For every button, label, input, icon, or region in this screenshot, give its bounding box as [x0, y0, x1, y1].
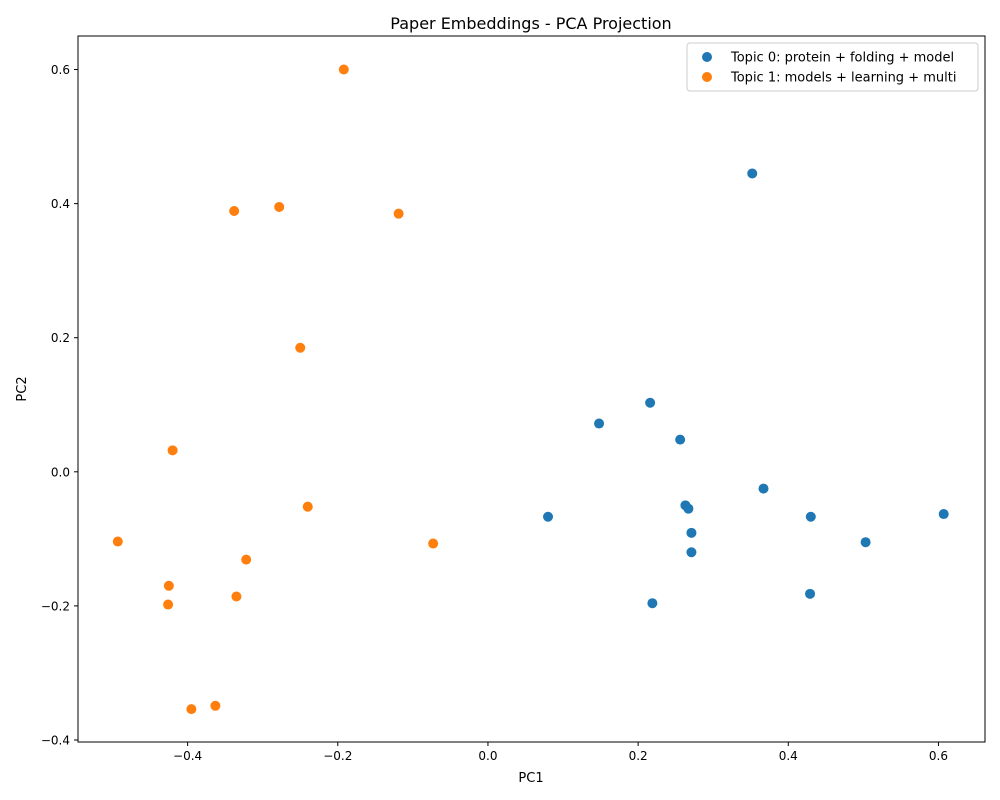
legend-marker-topic-1	[702, 72, 712, 82]
data-point-topic-1	[302, 501, 313, 512]
data-point-topic-1	[167, 445, 178, 456]
data-point-topic-1	[229, 205, 240, 216]
y-tick-label: −0.2	[41, 599, 70, 613]
data-point-topic-0	[683, 503, 694, 514]
x-axis-label: PC1	[518, 771, 543, 786]
x-tick-label: −0.2	[323, 749, 352, 763]
legend-box	[686, 42, 979, 92]
data-point-topic-1	[428, 538, 439, 549]
y-tick-label: 0.6	[51, 63, 70, 77]
data-point-topic-1	[338, 64, 349, 75]
data-points	[112, 64, 949, 715]
x-tick-label: 0.6	[929, 749, 948, 763]
data-point-topic-1	[163, 599, 174, 610]
data-point-topic-0	[805, 511, 816, 522]
data-point-topic-0	[543, 511, 554, 522]
data-point-topic-1	[112, 536, 123, 547]
data-point-topic-0	[938, 509, 949, 520]
legend: Topic 0: protein + folding + model Topic…	[686, 42, 979, 92]
data-point-topic-0	[805, 588, 816, 599]
data-point-topic-1	[210, 700, 221, 711]
legend-label-topic-0: Topic 0: protein + folding + model	[730, 51, 954, 66]
data-point-topic-1	[163, 580, 174, 591]
data-point-topic-0	[747, 168, 758, 179]
y-tick-label: 0.4	[51, 197, 70, 211]
y-axis-label: PC2	[15, 376, 30, 401]
data-point-topic-0	[686, 547, 697, 558]
chart-title: Paper Embeddings - PCA Projection	[390, 14, 671, 33]
legend-marker-topic-0	[702, 52, 712, 62]
data-point-topic-0	[647, 598, 658, 609]
legend-label-topic-1: Topic 1: models + learning + multi	[730, 71, 956, 86]
data-point-topic-0	[860, 537, 871, 548]
plot-area	[77, 35, 986, 743]
y-tick-label: −0.4	[41, 733, 70, 747]
x-tick-label: 0.0	[478, 749, 497, 763]
data-point-topic-1	[186, 704, 197, 715]
data-point-topic-1	[295, 342, 306, 353]
x-tick-label: 0.4	[779, 749, 798, 763]
y-axis: −0.4 −0.2 0.0 0.2 0.4 0.6	[41, 63, 78, 747]
data-point-topic-0	[645, 397, 656, 408]
data-point-topic-0	[758, 483, 769, 494]
data-point-topic-0	[675, 434, 686, 445]
data-point-topic-0	[594, 418, 605, 429]
plot-frame	[77, 35, 986, 743]
data-point-topic-1	[393, 208, 404, 219]
data-point-topic-0	[686, 527, 697, 538]
x-axis: −0.4 −0.2 0.0 0.2 0.4 0.6	[173, 742, 948, 763]
y-tick-label: 0.2	[51, 331, 70, 345]
y-tick-label: 0.0	[51, 465, 70, 479]
x-tick-label: 0.2	[629, 749, 648, 763]
data-point-topic-1	[274, 201, 285, 212]
x-tick-label: −0.4	[173, 749, 202, 763]
data-point-topic-1	[231, 591, 242, 602]
data-point-topic-1	[241, 554, 252, 565]
